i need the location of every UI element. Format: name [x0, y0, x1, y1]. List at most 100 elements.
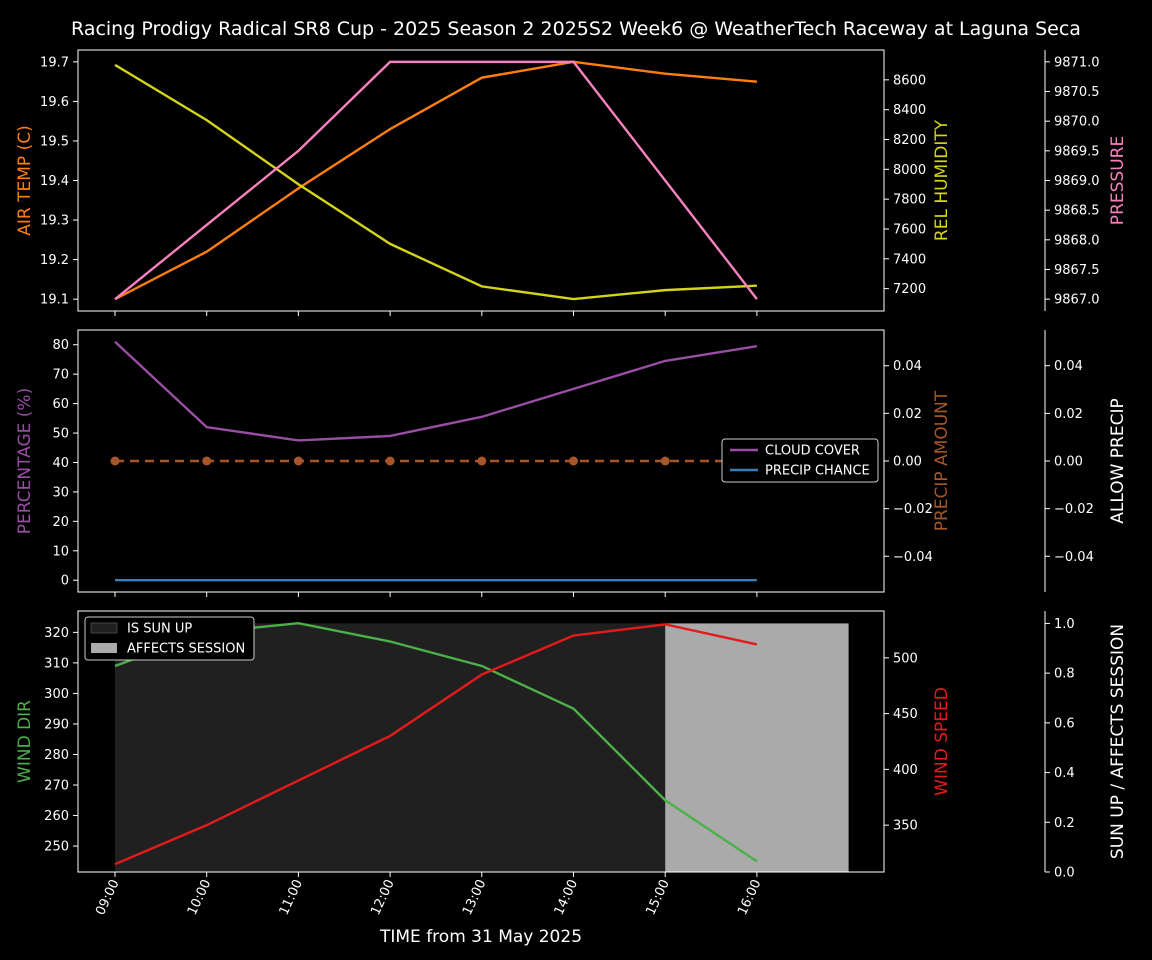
- y-tick-label: 320: [44, 626, 69, 641]
- y3-tick-label: 9869.5: [1054, 144, 1100, 159]
- y2-tick-label: 8400: [893, 103, 926, 118]
- y2-tick-label: 0.04: [893, 359, 922, 374]
- y-axis-label: AIR TEMP (C): [15, 125, 35, 235]
- y2-tick-label: 7600: [893, 222, 926, 237]
- y-axis-label: PERCENTAGE (%): [15, 388, 35, 534]
- legend-swatch: [90, 622, 118, 634]
- series-point-precip-amount: [293, 456, 303, 466]
- legend-label: AFFECTS SESSION: [127, 642, 245, 657]
- y-tick-label: 19.3: [40, 214, 69, 229]
- x-tick-label: 13:00: [460, 877, 489, 917]
- y-tick-label: 260: [44, 809, 69, 824]
- y-tick-label: 80: [52, 338, 69, 353]
- y2-tick-label: 7200: [893, 282, 926, 297]
- y2-tick-label: 350: [893, 819, 918, 834]
- plot-area: 19.1 19.2 19.3 19.4 19.5 19.6 19.7 7200 7400 7600…: [15, 49, 1128, 918]
- y-tick-label: 310: [44, 656, 69, 671]
- x-tick-label: 15:00: [643, 877, 672, 917]
- chart-title: Racing Prodigy Radical SR8 Cup - 2025 Se…: [71, 18, 1081, 40]
- y3-tick-label: 1.0: [1054, 617, 1075, 632]
- series-point-precip-amount: [660, 456, 670, 466]
- legend-label: PRECIP CHANCE: [765, 464, 870, 479]
- x-tick-label: 12:00: [368, 877, 397, 917]
- y3-tick-label: 9868.0: [1054, 233, 1100, 248]
- band-affects-session: [665, 623, 849, 872]
- legend-precip: CLOUD COVER PRECIP CHANCE: [721, 438, 879, 483]
- y3-axis-label: SUN UP / AFFECTS SESSION: [1108, 624, 1128, 859]
- y3-axis-label: PRESSURE: [1108, 136, 1128, 225]
- series-line-rel-humidity: [114, 63, 757, 301]
- x-tick-label: 16:00: [735, 877, 764, 917]
- series-line-pressure: [114, 60, 758, 301]
- x-tick-label: 14:00: [552, 877, 581, 917]
- y-axis-label: WIND DIR: [15, 700, 35, 783]
- y-tick-label: 19.1: [40, 293, 69, 308]
- x-tick-label: 10:00: [185, 877, 214, 917]
- y3-tick-label: −0.04: [1054, 550, 1094, 565]
- series-point-precip-amount: [385, 456, 395, 466]
- x-tick-label: 09:00: [93, 877, 122, 917]
- y-tick-label: 19.2: [40, 253, 69, 268]
- y-tick-label: 19.7: [40, 55, 69, 70]
- y3-tick-label: 0.0: [1054, 866, 1075, 881]
- y2-tick-label: −0.04: [893, 550, 933, 565]
- y3-tick-label: 0.8: [1054, 667, 1075, 682]
- y2-tick-label: 7800: [893, 193, 926, 208]
- y3-tick-label: 9868.5: [1054, 204, 1100, 219]
- y-tick-label: 280: [44, 748, 69, 763]
- y3-tick-label: 9869.0: [1054, 174, 1100, 189]
- y3-tick-label: 9867.5: [1054, 263, 1100, 278]
- y3-tick-label: −0.02: [1054, 502, 1094, 517]
- y-tick-label: 270: [44, 779, 69, 794]
- y-tick-label: 19.4: [40, 174, 69, 189]
- y-tick-label: 300: [44, 687, 69, 702]
- y-tick-label: 19.5: [40, 134, 69, 149]
- y-tick-label: 290: [44, 717, 69, 732]
- legend-label: CLOUD COVER: [765, 444, 860, 459]
- y3-tick-label: 0.04: [1054, 359, 1083, 374]
- y-tick-label: 19.6: [40, 95, 69, 110]
- series-line-cloud-cover: [114, 340, 758, 442]
- y3-tick-label: 0.02: [1054, 407, 1083, 422]
- series-line-wind-speed: [114, 623, 758, 866]
- y-tick-label: 10: [52, 544, 69, 559]
- legend-swatch: [91, 643, 117, 653]
- panel-frame: [77, 610, 885, 873]
- y3-tick-label: 9870.0: [1054, 115, 1100, 130]
- y2-axis-label: PRECIP AMOUNT: [932, 390, 952, 531]
- y2-tick-label: 8600: [893, 73, 926, 88]
- y2-tick-label: 450: [893, 707, 918, 722]
- legend-label: IS SUN UP: [127, 622, 192, 637]
- y3-tick-label: 9867.0: [1054, 293, 1100, 308]
- series-point-precip-amount: [477, 456, 487, 466]
- y-tick-label: 20: [52, 515, 69, 530]
- y2-tick-label: −0.02: [893, 502, 933, 517]
- band-is-sun-up: [115, 623, 666, 872]
- series-point-precip-amount: [202, 456, 212, 466]
- y-tick-label: 60: [52, 397, 69, 412]
- y2-axis-label: REL HUMIDITY: [932, 119, 952, 241]
- legend-sun: IS SUN UP AFFECTS SESSION: [84, 616, 255, 661]
- y-tick-label: 50: [52, 427, 69, 442]
- y3-tick-label: 9870.5: [1054, 85, 1100, 100]
- y-tick-label: 40: [52, 456, 69, 471]
- y-tick-label: 30: [52, 485, 69, 500]
- y2-tick-label: 8000: [893, 163, 926, 178]
- y3-tick-label: 0.6: [1054, 716, 1075, 731]
- y-tick-label: 70: [52, 368, 69, 383]
- y2-tick-label: 0.02: [893, 407, 922, 422]
- y2-axis-label: WIND SPEED: [932, 687, 952, 796]
- y3-axis-label: ALLOW PRECIP: [1108, 398, 1128, 524]
- y3-tick-label: 0.00: [1054, 455, 1083, 470]
- y3-tick-label: 0.2: [1054, 816, 1075, 831]
- y3-tick-label: 9871.0: [1054, 55, 1100, 70]
- y2-tick-label: 500: [893, 651, 918, 666]
- y-tick-label: 0: [61, 574, 69, 589]
- x-tick-label: 11:00: [277, 877, 306, 917]
- series-line-air-temp-c-: [114, 60, 758, 301]
- y2-tick-label: 8200: [893, 133, 926, 148]
- y-tick-label: 250: [44, 840, 69, 855]
- series-point-precip-amount: [569, 456, 578, 466]
- panel-frame: [77, 49, 885, 312]
